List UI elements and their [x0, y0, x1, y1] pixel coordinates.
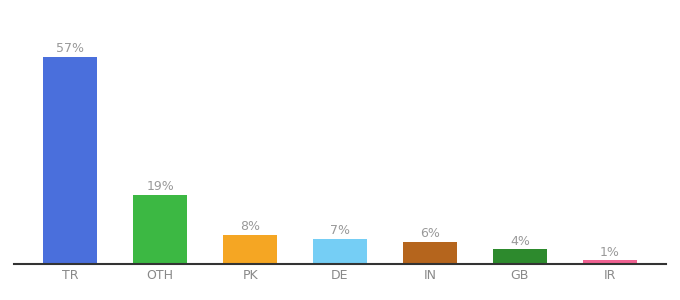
Bar	[133, 195, 187, 264]
Bar	[493, 250, 547, 264]
Text: 7%: 7%	[330, 224, 350, 237]
Bar	[223, 235, 277, 264]
Text: 8%: 8%	[240, 220, 260, 233]
Bar	[403, 242, 457, 264]
Text: 4%: 4%	[510, 235, 530, 248]
Bar	[583, 260, 636, 264]
Bar	[313, 238, 367, 264]
Text: 1%: 1%	[600, 245, 619, 259]
Text: 19%: 19%	[146, 180, 174, 193]
Text: 57%: 57%	[56, 42, 84, 55]
Text: 6%: 6%	[420, 227, 440, 240]
Bar	[44, 57, 97, 264]
